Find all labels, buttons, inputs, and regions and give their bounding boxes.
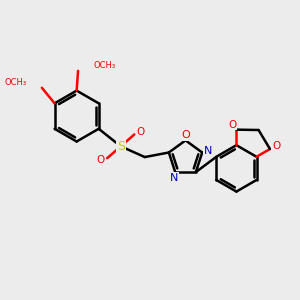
Text: O: O <box>181 130 190 140</box>
Text: S: S <box>117 140 125 153</box>
Text: N: N <box>204 146 213 156</box>
Text: OCH₃: OCH₃ <box>94 61 116 70</box>
Text: OCH₃: OCH₃ <box>4 78 26 87</box>
Text: O: O <box>136 127 145 137</box>
Text: N: N <box>170 173 178 183</box>
Text: O: O <box>228 119 236 130</box>
Text: O: O <box>97 155 105 166</box>
Text: O: O <box>272 141 280 151</box>
